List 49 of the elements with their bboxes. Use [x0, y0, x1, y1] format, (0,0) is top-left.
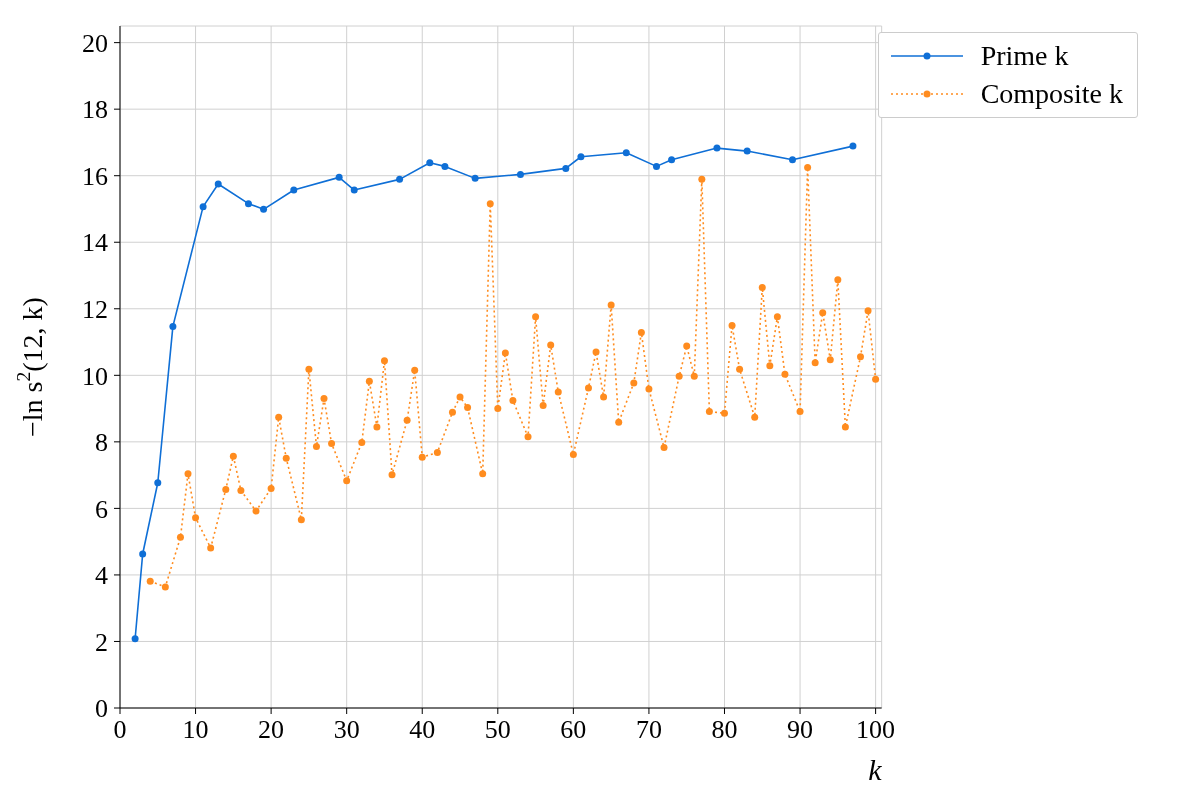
x-tick-label: 30: [333, 715, 360, 745]
point: [713, 144, 721, 152]
x-tick-label: 20: [258, 715, 285, 745]
x-tick-label: 100: [856, 715, 896, 745]
point: [260, 205, 268, 213]
point: [214, 180, 222, 188]
point: [577, 153, 585, 161]
y-tick-label: 16: [82, 161, 108, 191]
point: [154, 479, 162, 487]
point: [441, 162, 449, 170]
point: [244, 200, 252, 208]
point: [335, 173, 343, 181]
y-tick-label: 10: [82, 361, 108, 391]
point: [471, 174, 479, 182]
y-tick-label: 0: [95, 694, 108, 724]
legend-label: Composite k: [980, 77, 1123, 111]
y-tick-label: 18: [82, 95, 108, 125]
point: [652, 162, 660, 170]
point: [396, 175, 404, 183]
y-tick-label: 6: [95, 494, 108, 524]
legend-label: Prime k: [980, 39, 1069, 73]
y-tick-label: 8: [95, 428, 108, 458]
point: [788, 156, 796, 164]
x-tick-label: 90: [787, 715, 814, 745]
x-tick-label: 80: [711, 715, 738, 745]
point: [426, 159, 434, 167]
x-tick-label: 70: [635, 715, 662, 745]
point: [290, 186, 298, 194]
point: [516, 170, 524, 178]
y-tick-label: 2: [95, 627, 108, 657]
point: [622, 149, 630, 157]
y-tick-label: 12: [82, 295, 108, 325]
point: [743, 147, 751, 155]
y-tick-label: 20: [82, 28, 108, 58]
point: [562, 164, 570, 172]
point: [849, 142, 857, 150]
point: [350, 186, 358, 194]
x-axis-title: k: [868, 753, 883, 786]
point: [199, 203, 207, 211]
x-tick-label: 40: [409, 715, 436, 745]
y-tick-label: 14: [82, 228, 108, 258]
point: [139, 550, 147, 558]
x-tick-label: 60: [560, 715, 587, 745]
point: [169, 322, 177, 330]
x-tick-label: 50: [484, 715, 511, 745]
x-tick-label: 10: [182, 715, 209, 745]
y-tick-label: 4: [95, 561, 108, 591]
point: [668, 156, 676, 164]
point: [131, 635, 139, 643]
